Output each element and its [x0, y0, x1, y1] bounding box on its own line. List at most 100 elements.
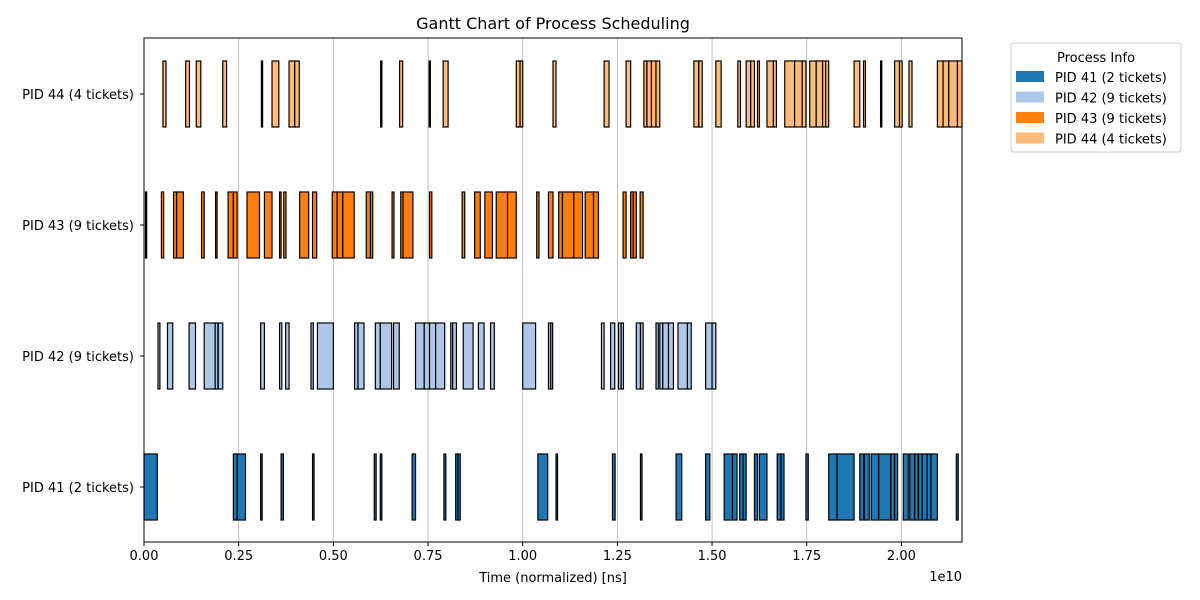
- gantt-bar: [662, 322, 670, 390]
- gantt-bar: [316, 322, 334, 390]
- gantt-bar: [222, 60, 228, 128]
- gantt-bar: [836, 453, 855, 521]
- series-2-bars: [157, 322, 717, 390]
- gantt-bar: [956, 60, 963, 128]
- gantt-bar: [260, 453, 263, 521]
- legend-swatch: [1016, 112, 1044, 123]
- gantt-bar: [195, 60, 202, 128]
- gantt-bar: [930, 453, 938, 521]
- x-axis-label: Time (normalized) [ns]: [478, 571, 627, 586]
- gantt-bar: [632, 191, 637, 259]
- gantt-bar: [766, 60, 775, 128]
- gantt-bar: [815, 60, 824, 128]
- y-tick-label: PID 42 (9 tickets): [22, 350, 134, 365]
- gantt-bar: [271, 60, 280, 128]
- gantt-bar: [948, 60, 959, 128]
- gantt-bar: [285, 322, 290, 390]
- gantt-bar: [677, 322, 689, 390]
- gantt-bar: [357, 322, 365, 390]
- gantt-bar: [745, 60, 752, 128]
- gantt-bar: [423, 322, 431, 390]
- gantt-bar: [428, 322, 437, 390]
- legend: Process Info PID 41 (2 tickets) PID 42 (9…: [1010, 42, 1182, 153]
- x-tick-label: 0.25: [224, 549, 253, 564]
- gantt-bar: [310, 322, 314, 390]
- gantt-bar: [143, 453, 158, 521]
- gantt-bar: [731, 453, 738, 521]
- gantt-bar: [639, 191, 644, 259]
- gantt-bar: [495, 191, 509, 259]
- gantt-bar: [443, 453, 447, 521]
- gantt-bar: [611, 453, 616, 521]
- gantt-bar: [214, 191, 218, 259]
- gantt-bar: [217, 322, 224, 390]
- gantt-bar: [780, 453, 785, 521]
- gantt-bar: [157, 322, 161, 390]
- gantt-bar: [936, 60, 944, 128]
- gantt-bar: [489, 322, 495, 390]
- gantt-bar: [758, 453, 768, 521]
- gantt-bar: [369, 191, 374, 259]
- gantt-bar: [794, 60, 803, 128]
- gantt-bar: [620, 322, 625, 390]
- gantt-bar: [374, 322, 381, 390]
- gantt-bar: [655, 60, 661, 128]
- gantt-bar: [828, 453, 838, 521]
- gantt-bar: [909, 453, 916, 521]
- gantt-bar: [825, 60, 830, 128]
- gantt-bar: [756, 60, 760, 128]
- gantt-bar: [552, 60, 557, 128]
- gantt-bar: [675, 453, 683, 521]
- legend-title: Process Info: [1057, 51, 1135, 66]
- gantt-bar: [639, 453, 643, 521]
- x-tick-label: 2.00: [887, 549, 916, 564]
- gantt-bar: [750, 60, 756, 128]
- x-tick-label: 0.00: [130, 549, 159, 564]
- gantt-bar: [232, 191, 238, 259]
- gantt-bar: [646, 60, 653, 128]
- gantt-bar: [288, 60, 296, 128]
- gantt-bar: [519, 60, 524, 128]
- gantt-bar: [711, 322, 717, 390]
- gantt-bar: [342, 191, 355, 259]
- gantt-bar: [461, 191, 466, 259]
- gantt-bar: [474, 191, 481, 259]
- gantt-bar: [870, 453, 880, 521]
- gantt-bar: [477, 322, 485, 390]
- gantt-bar: [784, 60, 796, 128]
- gantt-bar: [955, 453, 959, 521]
- gantt-bar: [462, 322, 474, 390]
- legend-swatch: [1016, 71, 1044, 82]
- gantt-bar: [723, 453, 734, 521]
- gantt-bar: [188, 322, 197, 390]
- gantt-bar: [162, 60, 167, 128]
- gantt-bar: [399, 60, 404, 128]
- gantt-bar: [203, 322, 216, 390]
- gantt-bar: [537, 453, 549, 521]
- legend-items: PID 41 (2 tickets) PID 42 (9 tickets) PID …: [1016, 71, 1167, 148]
- gantt-bar: [908, 60, 913, 128]
- gantt-bar: [600, 322, 605, 390]
- gantt-bar: [457, 453, 461, 521]
- legend-label: PID 42 (9 tickets): [1055, 92, 1167, 107]
- x-tick-label: 0.50: [319, 549, 348, 564]
- gantt-bar: [336, 191, 344, 259]
- gantt-bar: [753, 453, 759, 521]
- gantt-bar: [693, 60, 700, 128]
- gantt-bar: [536, 191, 540, 259]
- gantt-bar: [236, 453, 247, 521]
- x-tick-label: 1.00: [508, 549, 537, 564]
- gantt-bar: [863, 453, 870, 521]
- gantt-bar: [391, 191, 395, 259]
- legend-swatch: [1016, 132, 1044, 144]
- gantt-bar: [809, 60, 817, 128]
- gantt-bar: [166, 322, 174, 390]
- gantt-bar: [484, 191, 494, 259]
- plot-frame: [143, 37, 963, 543]
- y-axis: PID 41 (2 tickets) PID 42 (9 tickets) PID …: [22, 88, 144, 496]
- y-tick-label: PID 44 (4 tickets): [22, 88, 134, 103]
- gantt-bar: [283, 191, 287, 259]
- gantt-bar: [772, 60, 778, 128]
- gantt-bar: [452, 322, 458, 390]
- gantt-bar: [592, 191, 600, 259]
